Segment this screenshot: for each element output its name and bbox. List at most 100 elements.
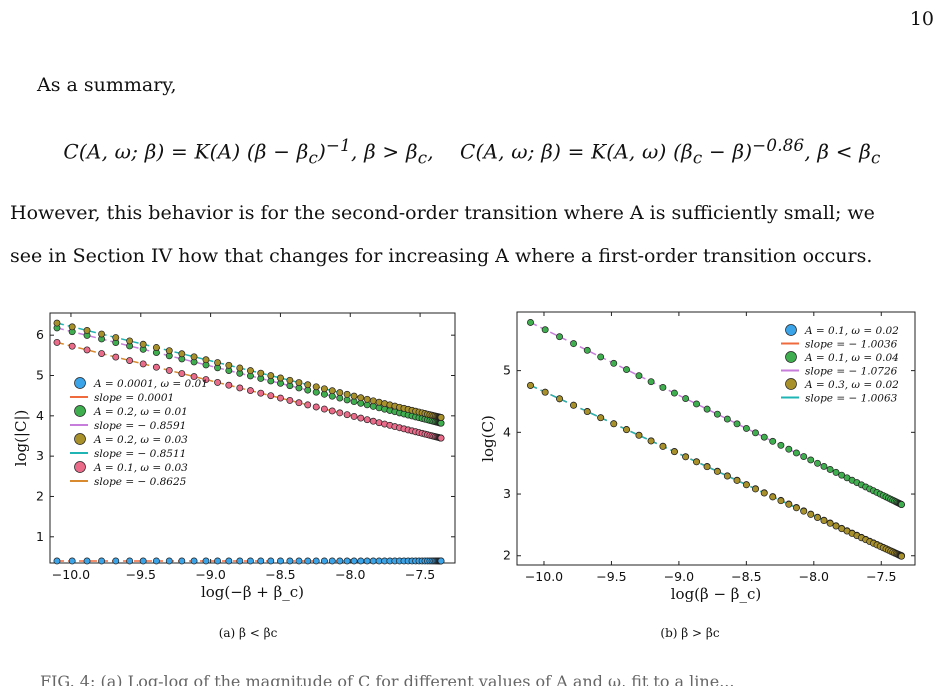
chart-b-data-point	[752, 430, 758, 436]
chart-b-data-point	[898, 553, 904, 559]
chart-a-y-tick-label: 3	[36, 448, 44, 463]
chart-a-data-point	[84, 558, 90, 564]
chart-b-data-point	[598, 415, 604, 421]
chart-b-x-tick-label: −8.5	[731, 569, 761, 584]
chart-a-legend-marker	[75, 378, 86, 389]
chart-a-data-point	[364, 396, 370, 402]
chart-a-data-point	[153, 364, 159, 370]
chart-a-data-point	[247, 368, 253, 374]
summary-intro: As a summary,	[37, 74, 177, 96]
caption-b: (b) β > βc	[560, 626, 820, 640]
chart-a-data-point	[376, 420, 382, 426]
chart-b-legend-marker	[786, 352, 797, 363]
chart-b-data-point	[570, 341, 576, 347]
chart-b-data-point	[683, 395, 689, 401]
chart-a-y-tick-label: 4	[36, 408, 44, 423]
chart-a-x-tick-label: −7.5	[405, 567, 435, 582]
chart-b-y-tick-label: 3	[503, 486, 511, 501]
chart-a-data-point	[277, 395, 283, 401]
chart-b-y-tick-label: 2	[503, 548, 511, 563]
chart-a-data-point	[153, 558, 159, 564]
chart-a-data-point	[166, 348, 172, 354]
chart-b-x-tick-label: −10.0	[525, 569, 563, 584]
chart-b-data-point	[598, 354, 604, 360]
chart-a-data-point	[344, 412, 350, 418]
caption-a: (a) β < βc	[118, 626, 378, 640]
chart-b-data-point	[724, 416, 730, 422]
chart-b-data-point	[801, 453, 807, 459]
chart-a-data-point	[166, 558, 172, 564]
chart-a-data-point	[268, 373, 274, 379]
chart-a-data-point	[438, 414, 444, 420]
chart-a-data-point	[237, 385, 243, 391]
chart-b-data-point	[752, 486, 758, 492]
chart-a-data-point	[305, 402, 311, 408]
chart-b-data-point	[648, 438, 654, 444]
chart-a-x-tick-label: −8.5	[265, 567, 295, 582]
chart-b-data-point	[814, 460, 820, 466]
chart-b-legend-label: A = 0.1, ω = 0.04	[804, 352, 899, 364]
chart-a-data-point	[258, 390, 264, 396]
chart-b-data-point	[556, 334, 562, 340]
chart-b-data-point	[793, 505, 799, 511]
chart-a-data-point	[113, 354, 119, 360]
chart-b-data-point	[704, 406, 710, 412]
chart-b-legend-marker	[786, 325, 797, 336]
chart-b-data-point	[827, 520, 833, 526]
chart-b-data-point	[527, 382, 533, 388]
chart-a-data-point	[370, 418, 376, 424]
chart-a-data-point	[84, 327, 90, 333]
chart-a-data-point	[358, 558, 364, 564]
chart-b-data-point	[808, 457, 814, 463]
chart-a-data-point	[214, 558, 220, 564]
chart-a-data-point	[98, 350, 104, 356]
chart-b-data-point	[611, 360, 617, 366]
chart-b-legend-marker	[786, 379, 797, 390]
chart-a-data-point	[258, 558, 264, 564]
chart-a-data-point	[237, 365, 243, 371]
chart-a-data-point	[127, 558, 133, 564]
chart-a-data-point	[329, 388, 335, 394]
chart-b-data-point	[778, 498, 784, 504]
chart-b-data-point	[570, 402, 576, 408]
chart-b-data-point	[704, 464, 710, 470]
chart-a-data-point	[113, 334, 119, 340]
chart-a-data-point	[376, 399, 382, 405]
chart-b-data-point	[693, 401, 699, 407]
chart-b-x-tick-label: −8.0	[799, 569, 829, 584]
chart-b-data-point	[714, 468, 720, 474]
chart-a-legend-marker	[75, 462, 86, 473]
chart-a-data-point	[364, 417, 370, 423]
chart-a-x-tick-label: −9.0	[195, 567, 225, 582]
chart-a-data-point	[370, 558, 376, 564]
chart-b-x-tick-label: −9.0	[664, 569, 694, 584]
chart-a-legend-label: A = 0.2, ω = 0.01	[93, 406, 188, 418]
chart-a-data-point	[98, 331, 104, 337]
chart-a-data-point	[214, 379, 220, 385]
chart-a-data-point	[179, 351, 185, 357]
chart-a-data-point	[179, 370, 185, 376]
chart-a-data-point	[438, 558, 444, 564]
chart-a-data-point	[277, 558, 283, 564]
chart-b-data-point	[636, 432, 642, 438]
chart-b-data-point	[821, 517, 827, 523]
chart-b-data-point	[786, 501, 792, 507]
chart-a-data-point	[313, 404, 319, 410]
chart-a-legend-label: A = 0.1, ω = 0.03	[93, 462, 188, 474]
chart-a-data-point	[329, 558, 335, 564]
chart-b-data-point	[542, 389, 548, 395]
chart-a-data-point	[351, 413, 357, 419]
chart-b-data-point	[693, 459, 699, 465]
chart-b-data-point	[770, 438, 776, 444]
chart-b-x-tick-label: −9.5	[596, 569, 626, 584]
chart-a-data-point	[54, 320, 60, 326]
chart-a-legend-marker	[75, 406, 86, 417]
chart-a-data-point	[438, 420, 444, 426]
chart-a-data-point	[98, 558, 104, 564]
chart-b-data-point	[683, 454, 689, 460]
chart-a-data-point	[287, 397, 293, 403]
chart-a-data-point	[140, 558, 146, 564]
chart-b-data-point	[584, 347, 590, 353]
